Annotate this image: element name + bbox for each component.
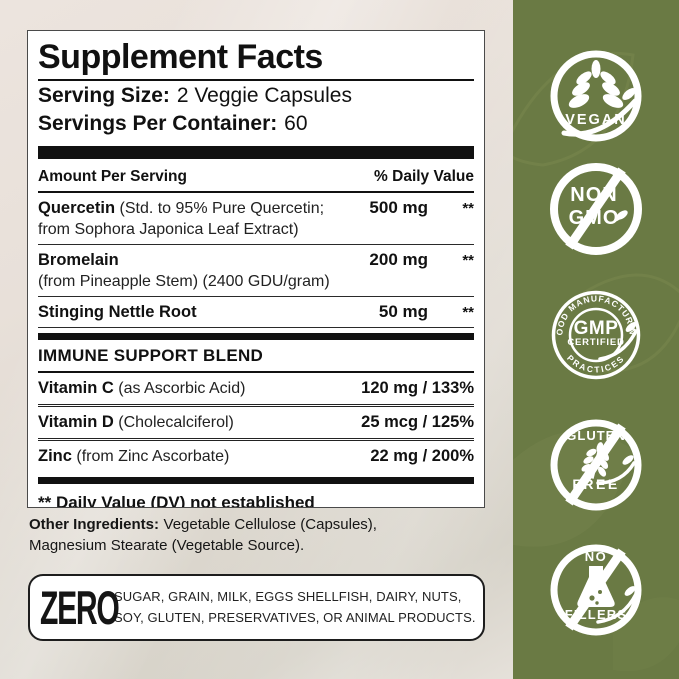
- ingredient-row-quercetin: Quercetin (Std. to 95% Pure Quercetin; 50…: [38, 193, 474, 245]
- leaf-icon: [624, 586, 636, 596]
- non-gmo-badge-icon: NON GMO: [550, 163, 642, 255]
- blend-item-name: Vitamin C (as Ascorbic Acid): [38, 379, 246, 397]
- divider-bar: [38, 477, 474, 484]
- ingredient-name: Stinging Nettle Root: [38, 303, 197, 321]
- serving-size-value: 2 Veggie Capsules: [176, 83, 352, 107]
- no-fillers-badge: NO FILLERS: [536, 530, 656, 650]
- servings-per-container-line: Servings Per Container: 60: [38, 111, 474, 137]
- svg-text:NON: NON: [570, 184, 617, 206]
- daily-value-column-header: % Daily Value: [374, 167, 474, 185]
- blend-row-vitamin-c: Vitamin C (as Ascorbic Acid) 120 mg / 133…: [38, 373, 474, 404]
- serving-size-line: Serving Size: 2 Veggie Capsules: [38, 83, 474, 109]
- wheat-icon: [581, 442, 610, 479]
- blend-item-name: Zinc (from Zinc Ascorbate): [38, 447, 230, 465]
- panel-title: Supplement Facts: [38, 39, 474, 81]
- ingredient-name: Quercetin (Std. to 95% Pure Quercetin;: [38, 198, 325, 217]
- vegan-badge: VEGAN: [536, 36, 656, 156]
- servings-per-container-value: 60: [284, 112, 308, 136]
- divider-bar: [38, 145, 474, 159]
- green-side-panel: [513, 0, 679, 679]
- zero-claims-box: ZERO SUGAR, GRAIN, MILK, EGGS SHELLFISH,…: [28, 574, 485, 641]
- daily-value-footnote: ** Daily Value (DV) not established: [38, 493, 315, 508]
- sprout-icon: [568, 60, 624, 108]
- leaf-icon: [622, 88, 636, 100]
- other-ingredients-label: Other Ingredients:: [29, 516, 160, 533]
- svg-text:GMP: GMP: [574, 318, 619, 339]
- blend-item-value: 120 mg / 133%: [361, 379, 474, 397]
- leaf-icon: [625, 322, 637, 332]
- svg-text:NO: NO: [585, 549, 608, 564]
- svg-text:FREE: FREE: [572, 476, 619, 492]
- column-header-row: Amount Per Serving % Daily Value: [38, 165, 474, 193]
- serving-size-label: Serving Size:: [38, 83, 170, 107]
- gmp-certified-badge-icon: GOOD MANUFACTURING GMP CERTIFIED PRACTIC…: [536, 275, 641, 380]
- ingredient-amount: 500 mg: [369, 197, 428, 217]
- swoosh-stem-icon: [596, 592, 638, 624]
- blend-row-zinc: Zinc (from Zinc Ascorbate) 22 mg / 200%: [38, 438, 474, 472]
- zero-claims-text: SUGAR, GRAIN, MILK, EGGS SHELLFISH, DAIR…: [114, 589, 476, 625]
- blend-item-value: 22 mg / 200%: [370, 447, 474, 465]
- ingredient-note-continued: (from Pineapple Stem) (2400 GDU/gram): [38, 272, 330, 290]
- ingredient-amount: 200 mg: [369, 249, 428, 269]
- prohibition-slash-icon: [565, 167, 626, 250]
- blend-header: IMMUNE SUPPORT BLEND: [38, 340, 474, 373]
- non-gmo-badge: NON GMO: [536, 149, 656, 269]
- svg-text:GLUTEN: GLUTEN: [566, 428, 625, 443]
- ingredient-daily-value: **: [462, 199, 474, 217]
- gluten-free-badge: GLUTEN FREE: [536, 405, 656, 525]
- ingredient-amount: 50 mg: [378, 302, 428, 321]
- leaf-icon: [614, 210, 628, 222]
- ingredient-row-bromelain: Bromelain 200 mg ** (from Pineapple Stem…: [38, 245, 474, 297]
- swoosh-stem-icon: [561, 98, 638, 137]
- other-ingredients-line1: Other Ingredients: Vegetable Cellulose (C…: [29, 516, 377, 533]
- no-fillers-badge-icon: NO FILLERS: [550, 544, 642, 636]
- ingredient-daily-value: **: [462, 251, 474, 269]
- amount-column-header: Amount Per Serving: [38, 167, 187, 185]
- servings-per-container-label: Servings Per Container:: [38, 112, 278, 136]
- ingredient-name: Bromelain: [38, 250, 119, 269]
- swoosh-stem-icon: [598, 329, 638, 361]
- leaf-icon: [622, 455, 634, 465]
- blend-item-value: 25 mcg / 125%: [361, 413, 474, 431]
- svg-text:CERTIFIED: CERTIFIED: [567, 337, 624, 348]
- flask-icon: [577, 566, 615, 607]
- vegan-badge-icon: VEGAN: [550, 50, 642, 142]
- blend-item-name: Vitamin D (Cholecalciferol): [38, 413, 234, 431]
- swoosh-stem-icon: [596, 461, 636, 485]
- ingredient-row-stinging-nettle: Stinging Nettle Root 50 mg **: [38, 297, 474, 328]
- ingredient-daily-value: **: [462, 304, 474, 321]
- divider-bar: [38, 333, 474, 340]
- gmp-certified-badge: GOOD MANUFACTURING GMP CERTIFIED PRACTIC…: [536, 275, 656, 395]
- svg-text:GMO: GMO: [569, 207, 620, 229]
- supplement-facts-panel: Supplement Facts Serving Size: 2 Veggie C…: [27, 30, 485, 508]
- ingredient-note-continued: from Sophora Japonica Leaf Extract): [38, 220, 299, 238]
- gluten-free-badge-icon: GLUTEN FREE: [550, 419, 642, 511]
- blend-row-vitamin-d: Vitamin D (Cholecalciferol) 25 mcg / 125%: [38, 404, 474, 438]
- other-ingredients: Other Ingredients: Vegetable Cellulose (C…: [29, 515, 491, 556]
- zero-word: ZERO: [40, 581, 120, 634]
- other-ingredients-line2: Magnesium Stearate (Vegetable Source).: [29, 536, 305, 554]
